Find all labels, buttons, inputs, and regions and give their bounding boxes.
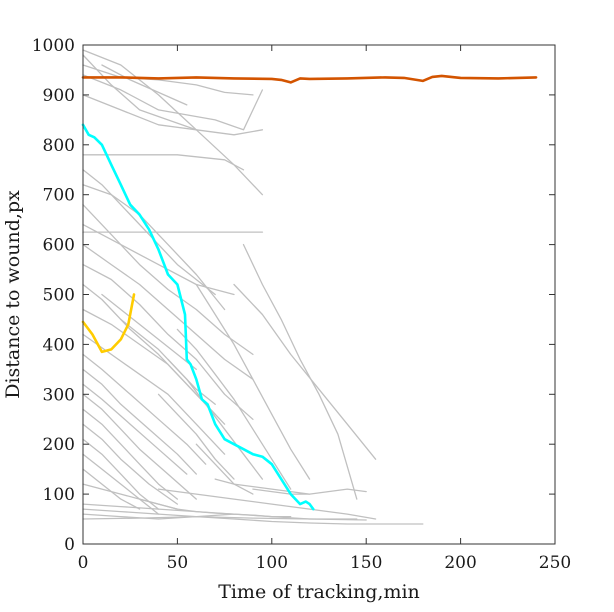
track-line-17: [82, 353, 207, 465]
track-line-38: [176, 328, 292, 490]
track-line-30: [82, 515, 367, 521]
highlight-track-1: [81, 123, 315, 511]
plot-series: [81, 49, 538, 525]
track-line-20: [82, 393, 197, 500]
track-line-14: [82, 283, 216, 415]
track-line-24: [82, 453, 160, 515]
track-line-42: [101, 293, 197, 371]
plot-frame: [82, 44, 556, 545]
highlight-track-0: [81, 74, 538, 84]
x-tick-label: 100: [256, 553, 288, 573]
track-line-11: [82, 223, 235, 296]
y-tick-label: 200: [43, 435, 75, 455]
track-line-10: [82, 204, 254, 356]
track-line-8: [82, 184, 226, 311]
x-tick-label: 0: [78, 553, 89, 573]
y-axis-label: Distance to wound,px: [2, 190, 24, 399]
track-line-19: [82, 383, 188, 475]
track-line-37: [195, 283, 311, 480]
y-tick-label: 0: [64, 535, 75, 555]
y-tick-label: 400: [43, 335, 75, 355]
track-line-35: [242, 243, 358, 500]
track-line-40: [157, 393, 235, 480]
y-tick-label: 900: [43, 86, 75, 106]
track-line-13: [82, 263, 254, 420]
track-line-25: [82, 468, 141, 510]
y-tick-label: 600: [43, 236, 75, 256]
y-tick-label: 300: [43, 385, 75, 405]
track-line-12: [82, 243, 254, 380]
track-line-3: [82, 74, 264, 131]
x-tick-label: 200: [444, 553, 476, 573]
track-line-1: [82, 54, 197, 131]
track-line-32: [157, 488, 377, 520]
track-line-27: [82, 508, 424, 525]
track-line-31: [138, 498, 292, 518]
track-line-2: [82, 64, 254, 96]
y-tick-label: 800: [43, 136, 75, 156]
x-tick-label: 250: [539, 553, 571, 573]
x-tick-label: 50: [167, 553, 189, 573]
track-line-33: [214, 478, 311, 495]
track-line-18: [82, 368, 197, 475]
x-axis-ticks: 0 50 100 150 200 250: [78, 45, 571, 573]
y-tick-label: 1000: [32, 36, 75, 56]
x-axis-label: Time of tracking,min: [218, 581, 420, 603]
y-tick-label: 500: [43, 286, 75, 306]
x-tick-label: 150: [350, 553, 382, 573]
track-line-15: [82, 308, 226, 425]
highlight-track-2: [81, 293, 136, 354]
track-line-21: [82, 408, 179, 500]
track-line-4: [101, 64, 188, 106]
track-line-7: [82, 169, 216, 296]
track-line-5: [82, 94, 264, 136]
track-line-22: [82, 423, 179, 505]
track-line-34: [252, 488, 367, 495]
track-line-6: [82, 154, 245, 171]
y-axis-ticks: 0 100 200 300 400 500 600 700 800 900 1000: [32, 36, 555, 555]
track-line-36: [233, 283, 377, 460]
track-line-23: [82, 438, 160, 510]
track-line-0: [82, 49, 264, 196]
y-tick-label: 100: [43, 485, 75, 505]
y-tick-label: 700: [43, 186, 75, 206]
track-line-43: [195, 443, 254, 495]
